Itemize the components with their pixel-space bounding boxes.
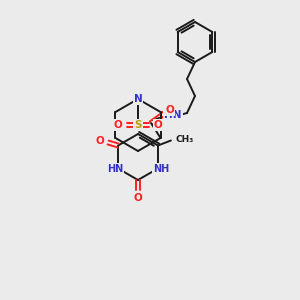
Text: CH₃: CH₃ <box>176 135 194 144</box>
Text: O: O <box>114 120 122 130</box>
Text: O: O <box>166 105 174 115</box>
Text: O: O <box>134 193 142 203</box>
Text: N: N <box>134 94 142 104</box>
Text: O: O <box>154 120 162 130</box>
Text: S: S <box>134 120 142 130</box>
Text: NH: NH <box>153 164 169 173</box>
Text: HN: HN <box>107 164 123 173</box>
Text: O: O <box>96 136 104 146</box>
Text: HN: HN <box>164 110 182 120</box>
